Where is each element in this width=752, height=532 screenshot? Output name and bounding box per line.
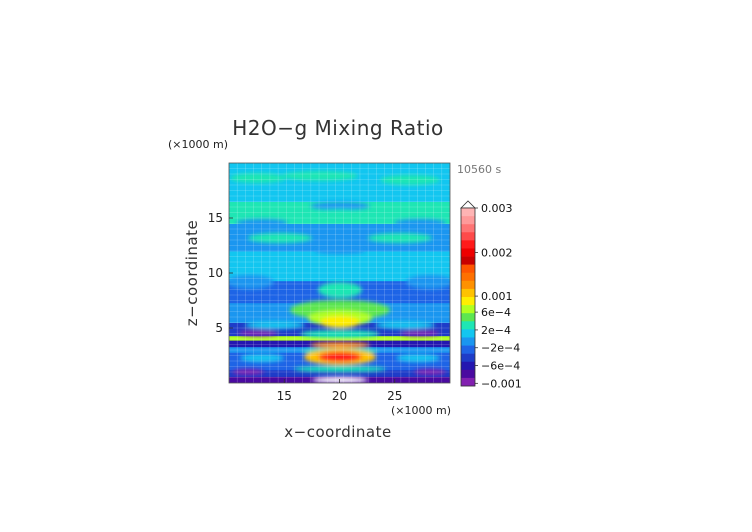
x-unit-label: (×1000 m) (391, 404, 451, 417)
contour-blob (380, 175, 440, 185)
colorbar-tick-label: −0.001 (481, 377, 522, 390)
y-axis-label: z−coordinate (183, 220, 201, 326)
y-tick-label: 15 (208, 211, 223, 225)
contour-blob (394, 291, 442, 301)
colorbar-segment (461, 224, 475, 233)
contour-blob (318, 352, 362, 362)
contour-blob (294, 366, 386, 372)
colorbar-segment (461, 345, 475, 354)
colorbar-tick-label: 0.003 (481, 202, 513, 215)
contour-blob (320, 316, 360, 328)
x-tick-label: 25 (387, 389, 402, 403)
contour-blob (236, 219, 288, 227)
colorbar-tick-label: −2e−4 (481, 342, 520, 355)
y-axis: 5 10 15 (208, 211, 233, 335)
contour-blob (310, 342, 370, 348)
x-axis-label: x−coordinate (284, 423, 391, 441)
colorbar-segment (461, 369, 475, 379)
contour-blob (238, 330, 278, 336)
colorbar-segment (461, 305, 475, 314)
colorbar-segment (461, 208, 475, 217)
colorbar-tick-label: 0.002 (481, 247, 513, 260)
contour-blob (314, 246, 366, 254)
contour-blob (282, 171, 358, 181)
colorbar-segment (461, 272, 475, 282)
contour-blob (368, 233, 432, 243)
colorbar-tick-label: 6e−4 (481, 306, 511, 319)
colorbar-segment (461, 240, 475, 249)
colorbar-tick-label: 2e−4 (481, 324, 511, 337)
x-axis: 15 20 25 (277, 379, 402, 403)
contour-blob (232, 369, 264, 375)
contour-band (229, 251, 450, 282)
contour-blob (248, 233, 312, 243)
x-tick-label: 15 (277, 389, 292, 403)
contour-blob (414, 369, 446, 375)
colorbar-segment (461, 288, 475, 298)
colorbar (460, 200, 476, 387)
time-label: 10560 s (457, 163, 501, 176)
contour-blob (240, 354, 284, 362)
contour-blob (318, 282, 362, 298)
grid (229, 163, 450, 383)
colorbar-segment (461, 280, 475, 290)
colorbar-tick-label: −6e−4 (481, 360, 520, 373)
colorbar-segment (461, 353, 475, 363)
colorbar-segment (461, 313, 475, 322)
contour-blob (396, 354, 440, 362)
colorbar-segment (461, 361, 475, 371)
colorbar-segment (461, 264, 475, 274)
y-unit-label: (×1000 m) (168, 138, 228, 151)
chart-title: H2O−g Mixing Ratio (232, 116, 444, 140)
colorbar-segment (461, 329, 475, 338)
colorbar-segment (461, 321, 475, 330)
contour-band (229, 335, 450, 341)
contour-blob (400, 330, 440, 336)
contour-blob (229, 275, 274, 289)
colorbar-frame (460, 207, 476, 387)
feature-layer (229, 171, 450, 383)
contour-blob (406, 275, 450, 289)
colorbar-labels: 0.003 0.002 0.001 6e−4 2e−4 −2e−4 −6e−4 −0.001 (475, 202, 522, 390)
contour-blob (238, 291, 286, 301)
contour-blob (245, 321, 305, 329)
contour-blob (394, 219, 446, 227)
contour-band (229, 369, 450, 377)
colorbar-tick-label: 0.001 (481, 290, 513, 303)
contour-blob (300, 330, 380, 338)
contour-blob (310, 202, 370, 210)
y-tick-label: 5 (215, 321, 223, 335)
contour-blob (230, 173, 286, 183)
contour-blob (312, 377, 368, 383)
colorbar-arrow (460, 200, 476, 209)
colorbar-segment (461, 297, 475, 306)
heatmap-field (229, 163, 450, 383)
contour-band (229, 181, 450, 202)
colorbar-segment (461, 337, 475, 346)
y-tick-label: 10 (208, 266, 223, 280)
colorbar-segment (461, 216, 475, 225)
colorbar-segment (461, 377, 475, 387)
contour-blob (375, 321, 435, 329)
colorbar-segment (461, 232, 475, 241)
contour-blob (318, 209, 362, 217)
colorbar-segment (461, 248, 475, 257)
x-tick-label: 20 (332, 389, 347, 403)
colorbar-segment (461, 256, 475, 265)
